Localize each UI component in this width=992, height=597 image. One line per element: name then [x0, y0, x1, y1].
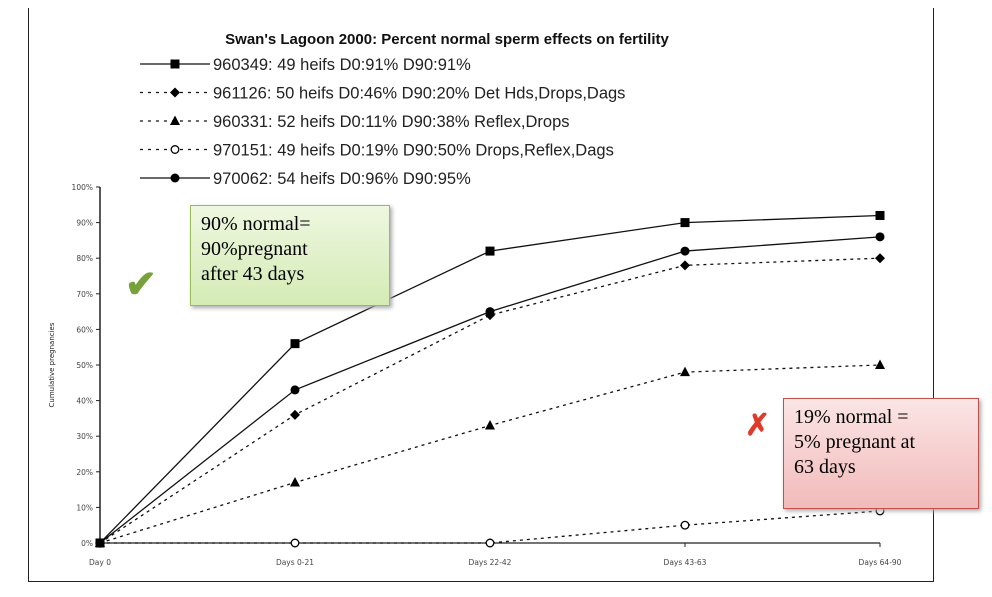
data-point	[290, 538, 300, 548]
data-point	[290, 409, 300, 420]
x-tick-label: Days 0-21	[276, 558, 314, 567]
annotation-line: 5% pregnant at	[794, 431, 916, 453]
series-line	[99, 257, 881, 544]
legend-label: 960331: 52 heifs D0:11% D90:38% Reflex,D…	[213, 113, 570, 131]
y-tick-label: 20%	[76, 468, 93, 477]
y-tick-label: 80%	[76, 254, 93, 263]
annotation-line: 19% normal =	[794, 406, 909, 428]
green-annotation: 90% normal= 90%pregnant after 43 days	[190, 205, 390, 306]
data-point	[680, 520, 690, 530]
annotation-line: 90%pregnant	[201, 238, 308, 260]
y-tick-label: 60%	[76, 325, 93, 334]
legend-label: 970151: 49 heifs D0:19% D90:50% Drops,Re…	[213, 142, 614, 160]
legend-marker	[170, 173, 180, 183]
legend-label: 961126: 50 heifs D0:46% D90:20% Det Hds,…	[213, 85, 625, 103]
y-tick-label: 40%	[76, 397, 93, 406]
red-annotation: 19% normal = 5% pregnant at 63 days	[783, 398, 979, 509]
chart-title: Swan's Lagoon 2000: Percent normal sperm…	[225, 31, 669, 48]
check-mark-icon: ✔	[125, 264, 157, 306]
data-point	[680, 260, 690, 271]
data-point	[680, 246, 690, 256]
data-point	[485, 246, 495, 256]
data-point	[875, 210, 885, 220]
data-point	[485, 420, 495, 430]
y-tick-label: 100%	[72, 183, 93, 192]
series-line	[100, 510, 881, 544]
data-point	[290, 385, 300, 395]
y-tick-label: 0%	[81, 539, 93, 548]
y-tick-label: 70%	[76, 290, 93, 299]
data-point	[875, 232, 885, 242]
annotation-line: 63 days	[794, 456, 856, 478]
legend-marker	[170, 87, 180, 98]
legend-label: 960349: 49 heifs D0:91% D90:91%	[213, 56, 471, 74]
y-tick-label: 90%	[76, 219, 93, 228]
annotation-line: after 43 days	[201, 263, 305, 285]
legend-marker	[170, 145, 180, 154]
x-tick-label: Days 22-42	[469, 558, 512, 567]
data-point	[875, 359, 885, 369]
y-tick-label: 50%	[76, 361, 93, 370]
cross-mark-icon: ✗	[745, 409, 771, 442]
data-point	[290, 476, 300, 487]
annotation-line: 90% normal=	[201, 213, 311, 235]
data-point	[680, 366, 690, 377]
y-tick-label: 30%	[76, 432, 93, 441]
legend-marker	[170, 59, 180, 69]
slide-frame	[28, 8, 934, 582]
x-tick-label: Days 43-63	[664, 558, 707, 567]
data-point	[875, 253, 885, 264]
series-line	[99, 364, 881, 544]
data-point	[485, 538, 495, 548]
data-point	[290, 339, 300, 349]
x-tick-label: Days 64-90	[859, 558, 902, 567]
y-tick-label: 10%	[76, 503, 93, 512]
legend-label: 970062: 54 heifs D0:96% D90:95%	[213, 170, 471, 188]
x-tick-label: Day 0	[89, 558, 111, 567]
y-axis-label: Cumulative pregnancies	[48, 322, 56, 407]
legend-marker	[170, 115, 180, 125]
data-point	[680, 218, 690, 228]
data-point	[485, 307, 495, 317]
data-point	[95, 538, 105, 548]
